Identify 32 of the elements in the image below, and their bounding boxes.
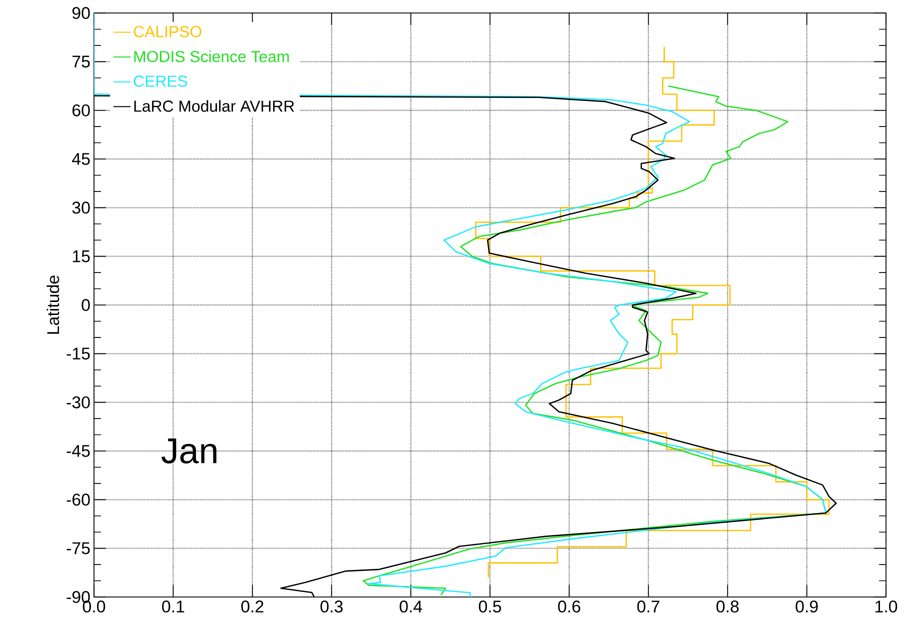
- line-series: [94, 13, 826, 597]
- y-tick-label: -30: [66, 396, 90, 408]
- x-tick-label: 1.0: [876, 600, 898, 613]
- annotation: Jan: [161, 438, 216, 464]
- y-tick-label: 45: [72, 153, 90, 165]
- x-tick-label: 0.0: [82, 600, 106, 613]
- x-tick-label: 0.4: [400, 600, 422, 613]
- y-axis-title: Latitude: [46, 276, 60, 334]
- x-tick-label: 0.5: [478, 600, 502, 613]
- y-tick-label: 15: [72, 250, 90, 262]
- y-tick-label: 75: [72, 56, 90, 68]
- legend-label: CALIPSO: [134, 26, 202, 38]
- legend-label: CERES: [134, 76, 188, 87]
- legend-label: MODIS Science Team: [134, 50, 289, 62]
- y-tick-label: -15: [66, 348, 90, 360]
- x-tick-label: 0.8: [716, 600, 739, 613]
- x-tick-label: 0.2: [241, 600, 264, 613]
- y-tick-label: -60: [66, 494, 90, 506]
- line-series: [475, 46, 830, 578]
- y-tick-label: 60: [72, 104, 90, 116]
- y-tick-label: 0: [82, 299, 90, 312]
- legend-label: LaRC Modular AVHRR: [134, 100, 294, 112]
- y-tick-label: -90: [66, 591, 90, 603]
- x-tick-label: 0.3: [320, 600, 343, 613]
- y-tick-label: 90: [72, 7, 90, 20]
- x-tick-label: 0.6: [558, 600, 580, 613]
- x-tick-label: 0.9: [796, 600, 818, 613]
- y-tick-label: -45: [66, 445, 90, 457]
- y-tick-label: -75: [66, 542, 90, 554]
- x-tick-label: 0.7: [637, 600, 660, 613]
- y-tick-label: 30: [72, 202, 90, 214]
- x-tick-label: 0.1: [162, 600, 184, 613]
